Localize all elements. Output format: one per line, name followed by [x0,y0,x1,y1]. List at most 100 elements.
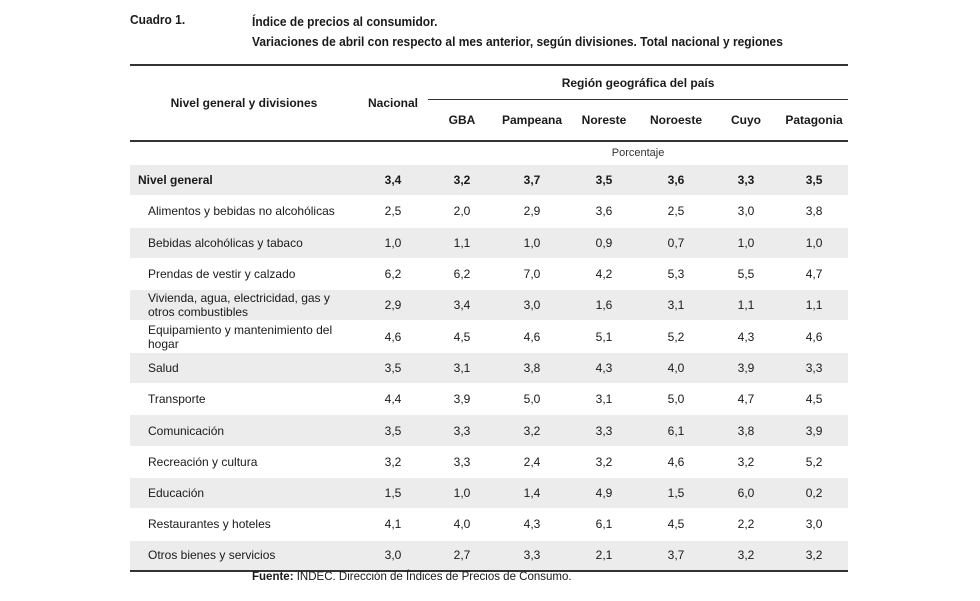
cell-region: 6,2 [428,257,496,290]
cell-region: 1,4 [496,476,568,509]
cell-region: 6,1 [568,508,640,541]
cell-region: 3,1 [428,351,496,384]
cell-region: 3,9 [712,351,780,384]
cell-region: 5,3 [640,257,712,290]
cell-region: 3,5 [780,163,849,196]
cell-region: 1,1 [712,289,780,321]
cell-region: 4,9 [568,476,640,509]
header-region-noroeste: Noroeste [649,113,702,127]
table-row: Recreación y cultura 3,2 3,3 2,4 3,2 4,6 3,2 5,… [130,445,849,478]
header-region-noreste: Noreste [581,113,627,127]
cell-region: 3,8 [780,195,849,228]
table-title: Índice de precios al consumidor. Variaci… [252,12,783,52]
header-region-cuyo: Cuyo [731,113,761,127]
cell-national: 1,5 [358,476,428,509]
row-label: Bebidas alcohólicas y tabaco [130,226,358,259]
cell-national: 4,4 [358,383,428,415]
row-label: Otros bienes y servicios [130,539,358,572]
row-label: Equipamiento y mantenimiento del hogar [130,320,358,353]
cell-region: 2,0 [428,195,496,228]
cell-region: 1,1 [428,226,496,259]
header-region-pampeana: Pampeana [501,113,563,127]
cell-region: 5,1 [568,320,640,353]
table-row: Equipamiento y mantenimiento del hogar 4,… [130,320,849,353]
cell-region: 4,5 [640,508,712,541]
table-row: Transporte 4,4 3,9 5,0 3,1 5,0 4,7 4,5 [130,383,849,415]
cell-region: 3,6 [640,163,712,196]
table-row: Vivienda, agua, electricidad, gas y otro… [130,289,849,321]
table-row: Prendas de vestir y calzado 6,2 6,2 7,0 4,2 5… [130,257,849,290]
cell-region: 3,3 [568,414,640,447]
cell-region: 3,8 [496,351,568,384]
cell-national: 4,6 [358,320,428,353]
cell-region: 4,3 [712,320,780,353]
cell-region: 2,4 [496,445,568,478]
cell-region: 3,0 [712,195,780,228]
cell-region: 1,0 [780,226,849,259]
table-row: Bebidas alcohólicas y tabaco 1,0 1,1 1,0 0,9… [130,226,849,259]
row-label: Nivel general [130,163,358,196]
cell-region: 1,6 [568,289,640,321]
cell-region: 3,4 [428,289,496,321]
cell-region: 3,3 [496,539,568,572]
cell-region: 0,9 [568,226,640,259]
row-label: Transporte [130,383,358,415]
header-national: Nacional [358,65,428,142]
price-index-table: Nivel general y divisiones Nacional Regi… [130,64,849,572]
cell-region: 3,0 [780,508,849,541]
cell-national: 4,1 [358,508,428,541]
cell-region: 1,0 [428,476,496,509]
cell-region: 3,3 [428,445,496,478]
cell-region: 0,2 [780,476,849,509]
cell-region: 4,3 [568,351,640,384]
cell-national: 3,5 [358,351,428,384]
cell-region: 3,9 [780,414,849,447]
row-label: Recreación y cultura [130,445,358,478]
cell-region: 3,5 [568,163,640,196]
cell-region: 6,1 [640,414,712,447]
cell-region: 4,6 [780,320,849,353]
cell-region: 5,2 [640,320,712,353]
cell-region: 5,0 [496,383,568,415]
unit-row: Porcentaje [130,141,848,165]
cell-region: 3,3 [780,351,849,384]
cell-region: 4,2 [568,257,640,290]
unit-label: Porcentaje [611,147,665,159]
table-row: Educación 1,5 1,0 1,4 4,9 1,5 6,0 0,2 [130,476,849,509]
cell-region: 3,8 [712,414,780,447]
table-title-line-2: Variaciones de abril con respecto al mes… [252,34,783,49]
cell-region: 4,6 [496,320,568,353]
cell-region: 3,2 [568,445,640,478]
table-row: Salud 3,5 3,1 3,8 4,3 4,0 3,9 3,3 [130,351,849,384]
cell-national: 3,4 [358,163,428,196]
cell-region: 4,6 [640,445,712,478]
cell-region: 3,2 [428,163,496,196]
cell-region: 3,7 [496,163,568,196]
cell-region: 2,5 [640,195,712,228]
source-text: INDEC. Dirección de Índices de Precios d… [296,571,572,583]
cell-region: 4,3 [496,508,568,541]
cell-region: 5,2 [780,445,849,478]
table-row: Otros bienes y servicios 3,0 2,7 3,3 2,1 3,7 3… [130,539,849,572]
table-row: Comunicación 3,5 3,3 3,2 3,3 6,1 3,8 3,9 [130,414,849,447]
cell-region: 4,0 [640,351,712,384]
table-header: Nivel general y divisiones Nacional Regi… [130,65,849,142]
row-label: Comunicación [130,414,358,447]
row-label: Educación [130,476,358,509]
cell-region: 3,2 [780,539,849,572]
row-label: Restaurantes y hoteles [130,508,358,541]
cell-region: 3,7 [640,539,712,572]
cell-region: 0,7 [640,226,712,259]
cell-region: 3,9 [428,383,496,415]
table-row: Alimentos y bebidas no alcohólicas 2,5 2,0… [130,195,849,228]
cell-national: 2,9 [358,289,428,321]
cell-region: 3,2 [712,539,780,572]
cell-region: 3,1 [640,289,712,321]
cell-region: 3,3 [712,163,780,196]
cell-region: 5,5 [712,257,780,290]
cell-region: 2,7 [428,539,496,572]
cell-region: 1,0 [496,226,568,259]
cell-region: 4,5 [428,320,496,353]
source-label: Fuente: [252,571,294,583]
cell-national: 6,2 [358,257,428,290]
